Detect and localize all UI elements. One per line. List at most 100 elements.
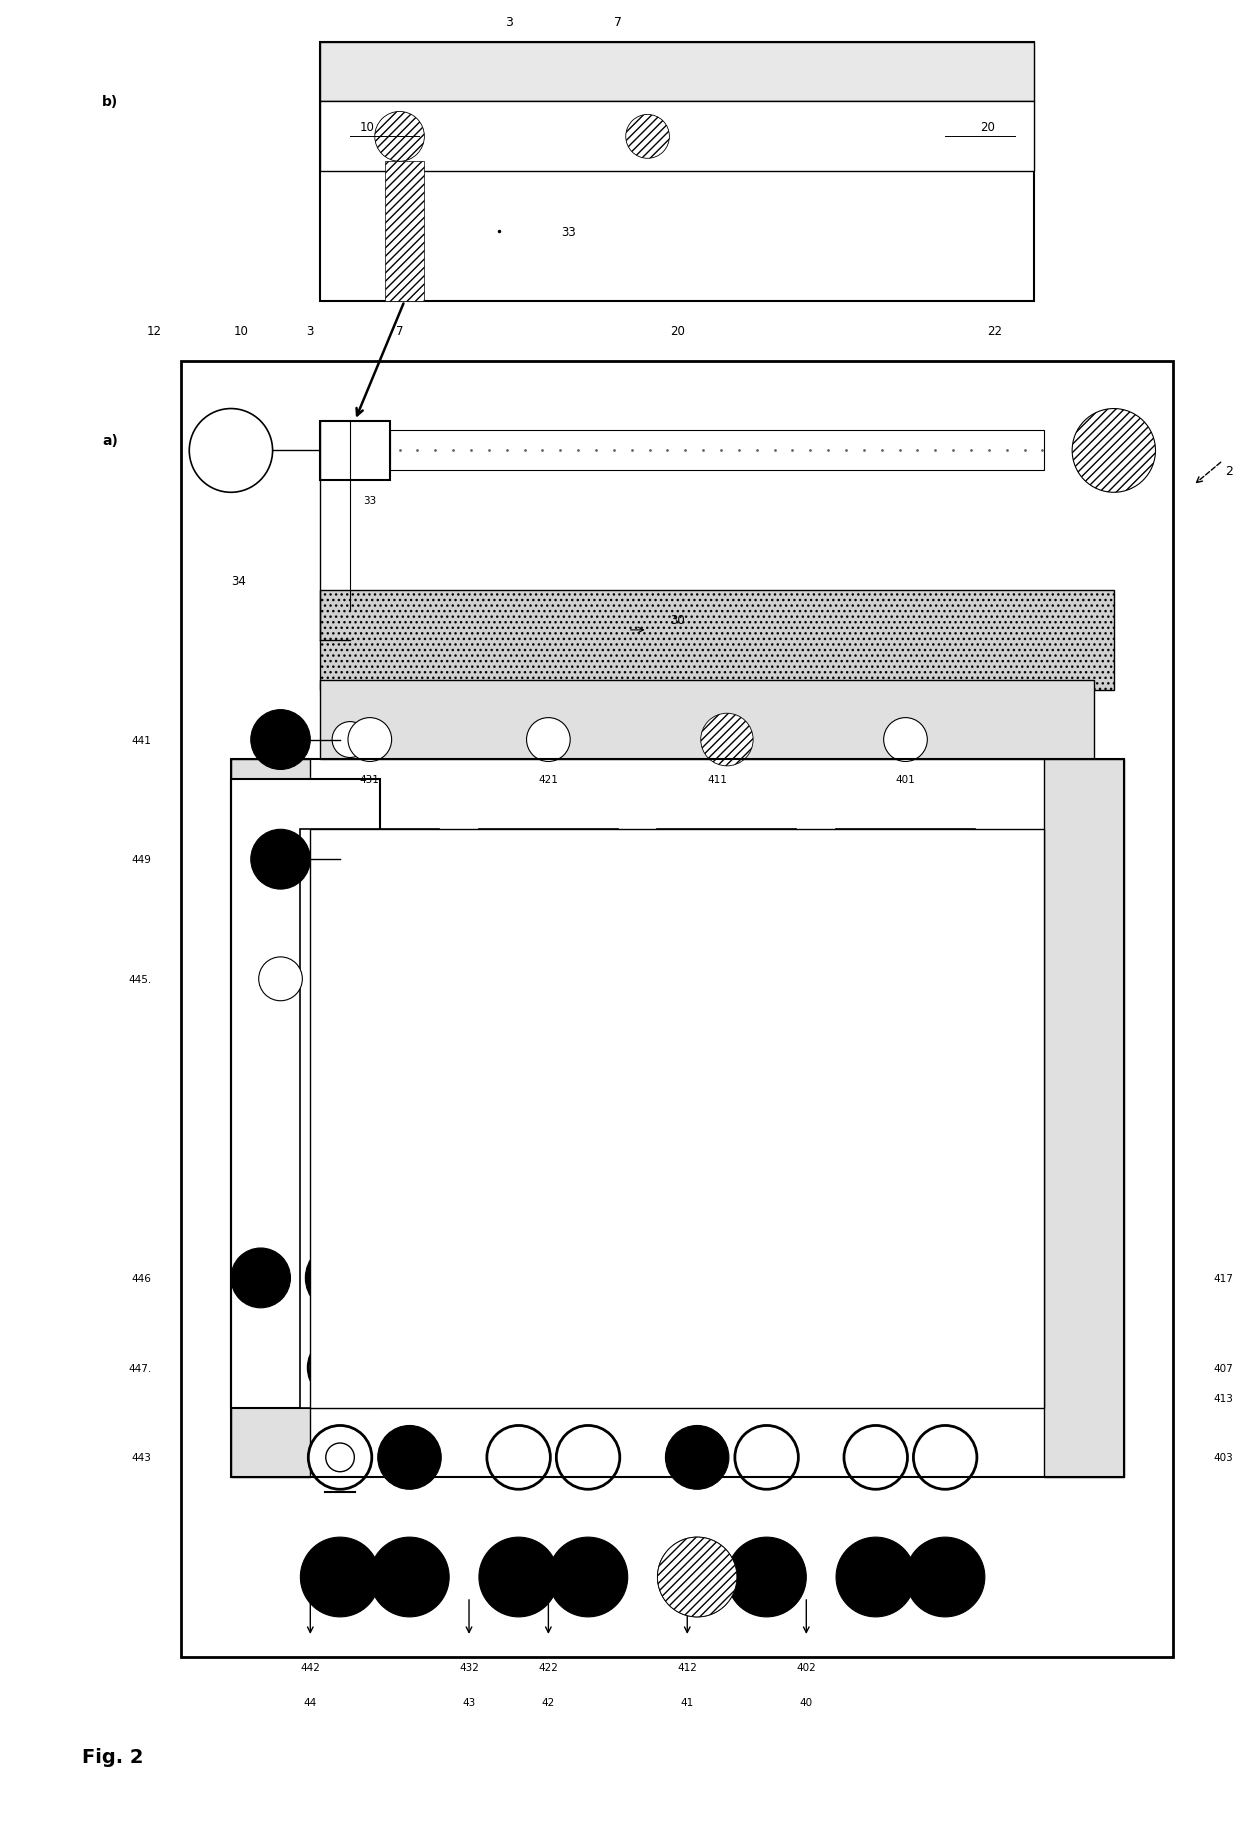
Text: 12: 12	[146, 326, 161, 338]
Circle shape	[884, 839, 928, 881]
Text: 44: 44	[304, 1697, 317, 1707]
Circle shape	[548, 1537, 627, 1616]
Circle shape	[502, 1352, 534, 1383]
Text: 403: 403	[1213, 1453, 1233, 1462]
Text: 407: 407	[1213, 1363, 1233, 1374]
Circle shape	[527, 1037, 570, 1081]
Text: 429: 429	[539, 1054, 558, 1065]
Circle shape	[527, 958, 570, 1000]
Bar	[389, 430, 1044, 471]
Circle shape	[844, 1425, 908, 1490]
Circle shape	[332, 842, 368, 877]
Text: 7: 7	[396, 326, 403, 338]
Circle shape	[324, 1352, 356, 1383]
Text: 413: 413	[1213, 1392, 1233, 1403]
Circle shape	[487, 1425, 551, 1490]
Circle shape	[844, 1335, 908, 1399]
Circle shape	[836, 1537, 915, 1616]
Circle shape	[370, 1537, 449, 1616]
Circle shape	[484, 1243, 553, 1313]
Circle shape	[527, 1148, 570, 1190]
Circle shape	[706, 958, 749, 1000]
Text: 20: 20	[670, 326, 684, 338]
Text: 3: 3	[306, 326, 314, 338]
Text: 401: 401	[895, 774, 915, 785]
Text: 426: 426	[539, 1223, 558, 1234]
Circle shape	[706, 1037, 749, 1081]
Text: 7: 7	[614, 17, 621, 29]
Text: 10: 10	[360, 121, 374, 134]
Text: 34: 34	[231, 574, 246, 587]
Text: Fig. 2: Fig. 2	[82, 1747, 144, 1765]
Text: 412: 412	[677, 1662, 697, 1672]
Text: b): b)	[102, 96, 118, 109]
Text: 3: 3	[505, 17, 512, 29]
Text: 432: 432	[459, 1662, 479, 1672]
Bar	[320, 421, 389, 482]
Circle shape	[859, 1352, 892, 1383]
Text: 409: 409	[897, 1054, 915, 1065]
Circle shape	[378, 1425, 441, 1490]
Bar	[320, 103, 1034, 173]
Circle shape	[701, 714, 753, 767]
Text: 421: 421	[538, 774, 558, 785]
Text: 431: 431	[360, 774, 379, 785]
Bar	[657, 829, 796, 1409]
Circle shape	[309, 1335, 372, 1399]
Circle shape	[305, 1243, 374, 1313]
Bar	[231, 780, 379, 1409]
Bar	[479, 829, 618, 1409]
Circle shape	[626, 116, 670, 160]
Circle shape	[309, 1425, 372, 1490]
Text: 30: 30	[670, 614, 684, 627]
Circle shape	[557, 1335, 620, 1399]
Circle shape	[884, 958, 928, 1000]
Text: 419: 419	[718, 1054, 737, 1065]
Circle shape	[527, 839, 570, 881]
Text: 10: 10	[233, 326, 248, 338]
Bar	[320, 42, 1034, 302]
Text: 416: 416	[718, 1223, 737, 1234]
Circle shape	[929, 1352, 961, 1383]
Circle shape	[706, 839, 749, 881]
Bar	[1044, 760, 1123, 1477]
Circle shape	[666, 1425, 729, 1490]
Circle shape	[681, 1352, 713, 1383]
Circle shape	[706, 1148, 749, 1190]
Circle shape	[259, 958, 303, 1000]
Bar	[320, 421, 389, 482]
Text: 33: 33	[560, 226, 575, 239]
Circle shape	[666, 1335, 729, 1399]
Circle shape	[662, 1243, 732, 1313]
Text: 43: 43	[463, 1697, 476, 1707]
Bar	[836, 829, 975, 1409]
Circle shape	[250, 829, 310, 890]
Circle shape	[393, 1352, 425, 1383]
Text: 405: 405	[897, 1164, 915, 1173]
Text: 415: 415	[718, 1164, 737, 1173]
Text: 33: 33	[363, 497, 377, 506]
Text: 435: 435	[361, 1164, 379, 1173]
Bar	[231, 760, 1123, 1477]
Bar	[181, 362, 1173, 1657]
Text: 442: 442	[300, 1662, 320, 1672]
Circle shape	[884, 1148, 928, 1190]
Circle shape	[300, 1537, 379, 1616]
Bar	[384, 162, 424, 302]
Circle shape	[250, 710, 310, 771]
Circle shape	[732, 1243, 801, 1313]
Bar	[776, 829, 826, 1409]
Circle shape	[914, 1425, 977, 1490]
Text: 41: 41	[681, 1697, 694, 1707]
Circle shape	[914, 1335, 977, 1399]
Circle shape	[727, 1537, 806, 1616]
Text: 439: 439	[361, 1054, 379, 1065]
Circle shape	[348, 1037, 392, 1081]
Text: 20: 20	[980, 121, 994, 134]
Circle shape	[348, 1148, 392, 1190]
Circle shape	[190, 410, 273, 493]
Circle shape	[735, 1335, 799, 1399]
Circle shape	[657, 1537, 737, 1616]
Text: a): a)	[102, 434, 118, 449]
Text: 2: 2	[1225, 465, 1233, 478]
